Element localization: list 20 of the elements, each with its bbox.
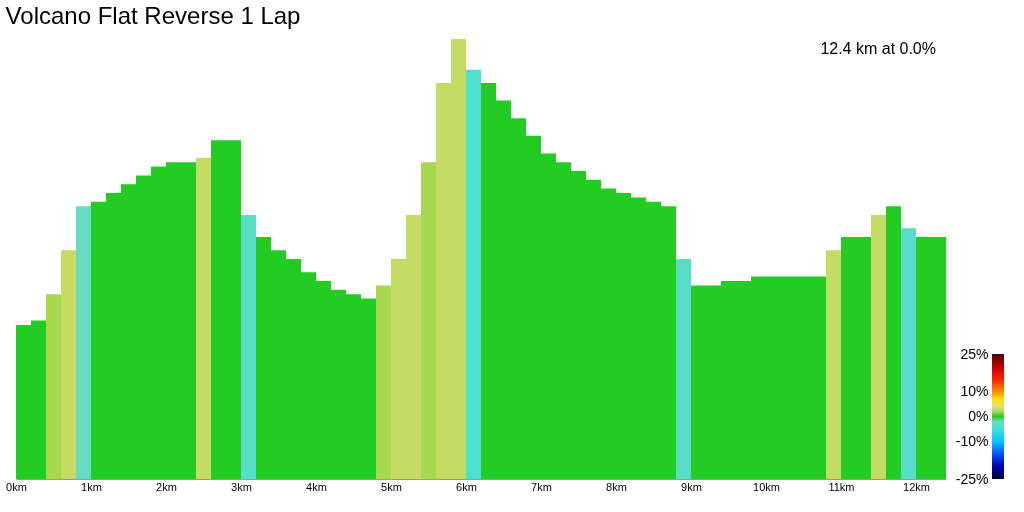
color-bar-label: 25%	[960, 345, 989, 362]
x-tick-label: 0km	[6, 480, 27, 493]
annotation: 12.4 km at 0.0%	[820, 40, 936, 57]
x-tick-label: 10km	[753, 480, 780, 493]
color-bar-label: 0%	[968, 408, 989, 424]
color-bar-label: 10%	[960, 383, 989, 399]
x-tick-label: 11km	[828, 480, 855, 493]
x-tick-label: 8km	[606, 480, 627, 493]
x-tick-label: 9km	[681, 480, 702, 493]
x-tick-label: 12km	[903, 480, 930, 493]
x-tick-label: 5km	[381, 480, 402, 493]
color-bar-label: -10%	[955, 433, 989, 449]
chart-title: Volcano Flat Reverse 1 Lap	[5, 2, 301, 29]
color-bar-label: -25%	[955, 470, 989, 487]
x-tick-label: 7km	[531, 480, 552, 493]
x-tick-label: 3km	[231, 480, 252, 493]
x-tick-label: 6km	[456, 480, 477, 493]
x-tick-label: 1km	[81, 480, 102, 493]
x-tick-label: 4km	[306, 480, 327, 493]
x-tick-label: 2km	[156, 480, 177, 493]
